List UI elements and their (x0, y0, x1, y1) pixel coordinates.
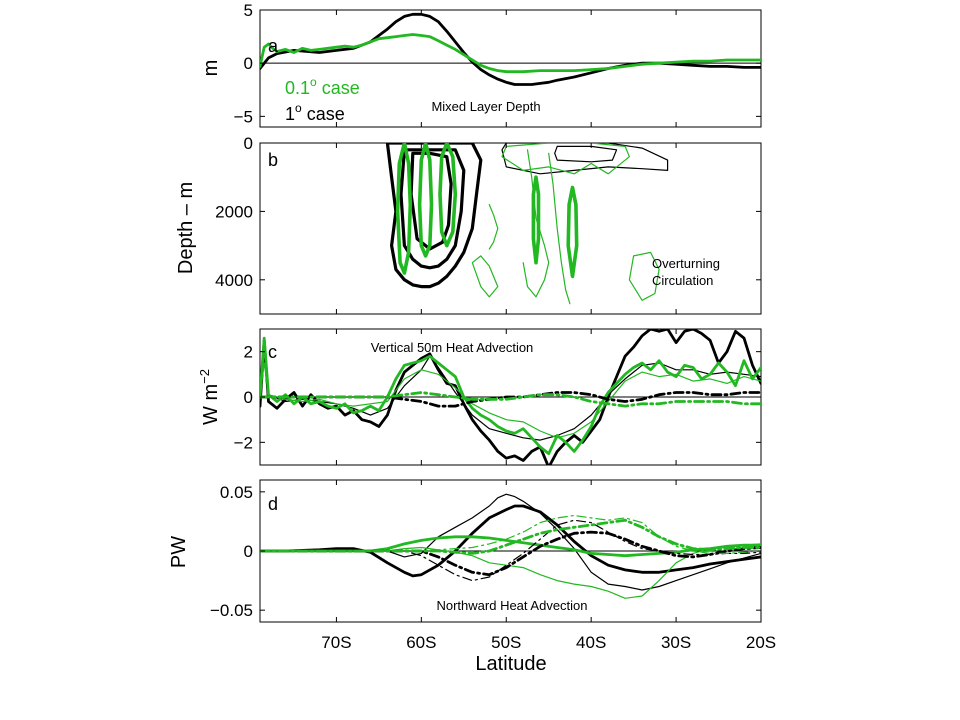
panel-c-ylabel: W m−2 (197, 369, 222, 425)
panel-b-series-15 (501, 143, 630, 175)
panel-d-ytick-label-0: 0.05 (220, 483, 253, 502)
x-tick-label-5: 20S (746, 633, 776, 652)
legend-tenth-degree-mark: o (310, 75, 317, 89)
panel-b-series-11 (488, 204, 499, 250)
legend-tenth-number: 0.1 (285, 78, 310, 98)
panel-b: 0 2000 4000 b Depth – m Overturning Circul… (175, 134, 762, 315)
panel-c-series-1 (260, 355, 761, 441)
panel-a: 50−5 a m Mixed Layer Depth 0.1o case 1o … (200, 1, 762, 128)
panel-b-series-9 (566, 185, 579, 279)
panel-a-ytick-label-2: −5 (234, 107, 253, 126)
panel-d: 0.05 0 −0.05 d PW Northward Heat Advection (168, 479, 762, 623)
panel-c-series-3 (260, 362, 761, 439)
x-tick-labels: 70S 60S 50S 40S 30S 20S (321, 633, 776, 652)
panel-b-letter: b (268, 150, 278, 170)
panel-d-series (260, 493, 761, 599)
panel-b-ytick-label-1: 2000 (215, 202, 253, 221)
panel-b-series-2 (409, 151, 453, 251)
panel-b-series (385, 143, 669, 305)
panel-c-ylabel-exponent: −2 (197, 369, 212, 384)
x-axis-label: Latitude (475, 653, 546, 675)
panel-b-ytick-label-0: 0 (244, 134, 253, 153)
panel-a-ytick-label-0: 5 (244, 1, 253, 20)
panel-d-series-7 (260, 514, 761, 554)
panel-d-ticks: 0.05 0 −0.05 (210, 480, 762, 622)
panel-b-series-3 (501, 143, 669, 175)
legend-one-text: case (302, 104, 345, 124)
panel-b-series-13 (548, 152, 571, 305)
panel-b-series-4 (554, 145, 618, 163)
panel-c-series (260, 329, 761, 465)
panel-c-series-2 (260, 336, 761, 456)
panel-b-series-6 (417, 143, 434, 258)
panel-d-letter: d (268, 494, 278, 514)
x-tick-label-2: 50S (491, 633, 521, 652)
x-tick-label-1: 60S (406, 633, 436, 652)
panel-c: 20−2 c W m−2 Vertical 50m Heat Advection (197, 328, 762, 466)
panel-b-series-14 (628, 251, 660, 301)
panel-b-series-7 (438, 143, 458, 248)
panel-b-annotation-line2: Circulation (652, 273, 713, 288)
panel-d-ylabel: PW (168, 536, 190, 568)
panel-a-letter: a (268, 36, 279, 56)
x-tick-label-3: 40S (576, 633, 606, 652)
panel-c-ylabel-unit: W m (200, 384, 222, 425)
legend-entry-tenth-degree: 0.1o case (285, 75, 360, 98)
panel-a-series (260, 12, 761, 86)
panel-b-ylabel: Depth – m (175, 182, 197, 274)
panel-a-ylabel: m (200, 60, 222, 77)
panel-a-annotation: Mixed Layer Depth (431, 99, 540, 114)
panel-d-series-1 (260, 493, 761, 591)
panel-b-ytick-label-2: 4000 (215, 271, 253, 290)
panel-a-ytick-label-1: 0 (244, 54, 253, 73)
panel-d-annotation: Northward Heat Advection (436, 598, 587, 613)
panel-d-ytick-label-2: −0.05 (210, 601, 253, 620)
panel-c-ticks: 2 0 −2 (234, 329, 762, 465)
panel-b-series-5 (395, 143, 413, 275)
x-tick-label-0: 70S (321, 633, 351, 652)
panel-c-annotation: Vertical 50m Heat Advection (371, 340, 534, 355)
panel-a-ticks: 5 0 −5 (234, 1, 762, 127)
legend-one-number: 1 (285, 104, 295, 124)
panel-b-annotation-line1: Overturning (652, 256, 720, 271)
x-tick-label-4: 30S (661, 633, 691, 652)
legend-tenth-text: case (317, 78, 360, 98)
legend-entry-one-degree: 1o case (285, 101, 345, 124)
panel-c-series-5 (260, 391, 761, 408)
panel-c-letter: c (268, 342, 277, 362)
panel-b-ticks: 0 2000 4000 (215, 134, 762, 314)
panel-b-series-12 (522, 149, 550, 298)
panel-c-ytick-label-2: −2 (234, 433, 253, 452)
legend-one-degree-mark: o (295, 101, 302, 115)
panel-d-series-3 (260, 543, 761, 599)
panel-b-series-0 (385, 143, 483, 289)
panel-a-series-1 (260, 33, 761, 74)
panel-c-ytick-label-1: 0 (244, 388, 253, 407)
panel-c-ytick-label-0: 2 (244, 343, 253, 362)
panel-b-series-10 (471, 255, 499, 298)
panel-c-series-0 (260, 329, 761, 465)
panel-d-ytick-label-1: 0 (244, 542, 253, 561)
